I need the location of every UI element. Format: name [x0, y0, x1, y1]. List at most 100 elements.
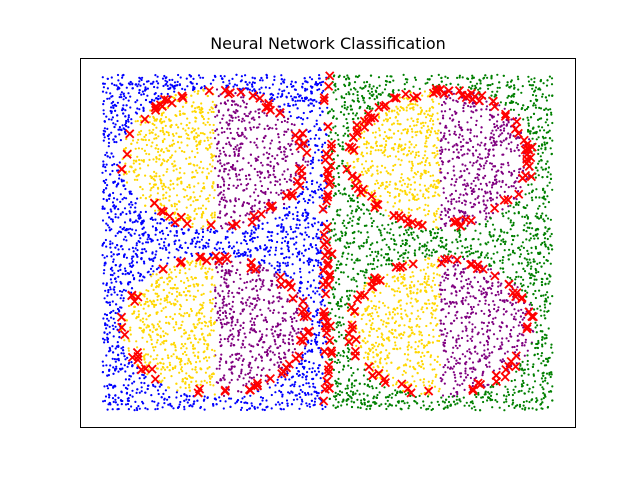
- data-point: [518, 405, 522, 408]
- data-point: [531, 199, 534, 202]
- data-point: [226, 223, 229, 226]
- data-point: [249, 141, 252, 144]
- data-point: [385, 140, 388, 143]
- data-point: [190, 330, 193, 333]
- data-point: [271, 201, 274, 204]
- data-point: [123, 221, 127, 224]
- data-point: [452, 387, 455, 390]
- data-point: [207, 117, 210, 120]
- data-point: [349, 108, 353, 111]
- data-point: [406, 315, 409, 318]
- data-point: [183, 150, 186, 154]
- data-point: [177, 327, 180, 330]
- data-point: [464, 355, 467, 358]
- data-point: [219, 102, 222, 105]
- data-point: [499, 298, 502, 302]
- data-point: [539, 88, 542, 91]
- data-point: [162, 197, 165, 200]
- data-point: [178, 293, 181, 296]
- data-point: [471, 152, 474, 155]
- data-point: [147, 289, 150, 293]
- data-point: [494, 316, 497, 319]
- data-point: [540, 398, 543, 401]
- data-point: [179, 167, 182, 170]
- data-point: [103, 331, 106, 334]
- data-point: [525, 222, 528, 225]
- data-point: [529, 282, 532, 285]
- data-point: [397, 401, 400, 404]
- data-point: [441, 378, 444, 381]
- data-point: [175, 290, 179, 293]
- data-point: [514, 187, 518, 190]
- data-point: [436, 339, 439, 342]
- data-point: [332, 293, 335, 296]
- data-point: [342, 125, 345, 128]
- data-point: [228, 312, 231, 315]
- data-point: [301, 82, 304, 85]
- data-point: [488, 352, 491, 355]
- data-point: [315, 343, 318, 346]
- data-point: [315, 334, 318, 337]
- data-point: [501, 132, 504, 135]
- data-point: [223, 206, 226, 209]
- data-point: [532, 363, 535, 366]
- data-point: [371, 221, 374, 225]
- data-point: [402, 128, 405, 132]
- data-point: [112, 100, 115, 103]
- data-point: [454, 344, 457, 347]
- data-point: [434, 237, 437, 240]
- data-point: [527, 373, 530, 376]
- data-point: [529, 132, 532, 135]
- data-point: [184, 377, 187, 380]
- data-point: [401, 242, 404, 245]
- data-point: [448, 117, 452, 120]
- data-point: [140, 390, 143, 393]
- data-point: [171, 78, 174, 81]
- data-point: [411, 150, 414, 153]
- data-point: [403, 402, 406, 405]
- data-point: [544, 146, 547, 149]
- data-point: [314, 244, 317, 247]
- data-point: [111, 345, 114, 348]
- data-point: [223, 374, 226, 377]
- data-point: [179, 76, 182, 79]
- data-point: [214, 286, 217, 289]
- data-point: [531, 93, 535, 97]
- data-point: [139, 211, 142, 214]
- data-point: [114, 385, 117, 388]
- data-point: [366, 106, 369, 110]
- data-point: [221, 227, 224, 230]
- data-point: [394, 183, 398, 186]
- data-point: [106, 408, 109, 411]
- data-point: [197, 341, 200, 344]
- data-point: [315, 252, 318, 255]
- data-point: [544, 121, 547, 124]
- data-point: [510, 141, 513, 144]
- data-point: [255, 280, 258, 283]
- data-point: [334, 132, 337, 135]
- data-point: [371, 347, 374, 350]
- data-point: [230, 247, 234, 250]
- data-point: [369, 379, 372, 383]
- data-point: [514, 318, 517, 321]
- data-point: [337, 189, 340, 192]
- data-point: [314, 292, 317, 295]
- data-point: [201, 132, 204, 135]
- data-point: [141, 242, 144, 245]
- data-point: [273, 353, 276, 356]
- data-point: [167, 134, 170, 137]
- data-point: [499, 228, 502, 231]
- data-point: [431, 279, 434, 282]
- data-point: [191, 260, 194, 263]
- data-point: [387, 306, 390, 309]
- data-point: [475, 270, 478, 273]
- data-point: [144, 133, 148, 137]
- data-point: [444, 102, 447, 105]
- data-point: [257, 274, 260, 277]
- data-point: [175, 203, 178, 206]
- data-point: [249, 369, 252, 372]
- data-point: [347, 350, 350, 354]
- data-point: [121, 248, 124, 251]
- data-point: [105, 91, 108, 94]
- data-point: [228, 82, 231, 85]
